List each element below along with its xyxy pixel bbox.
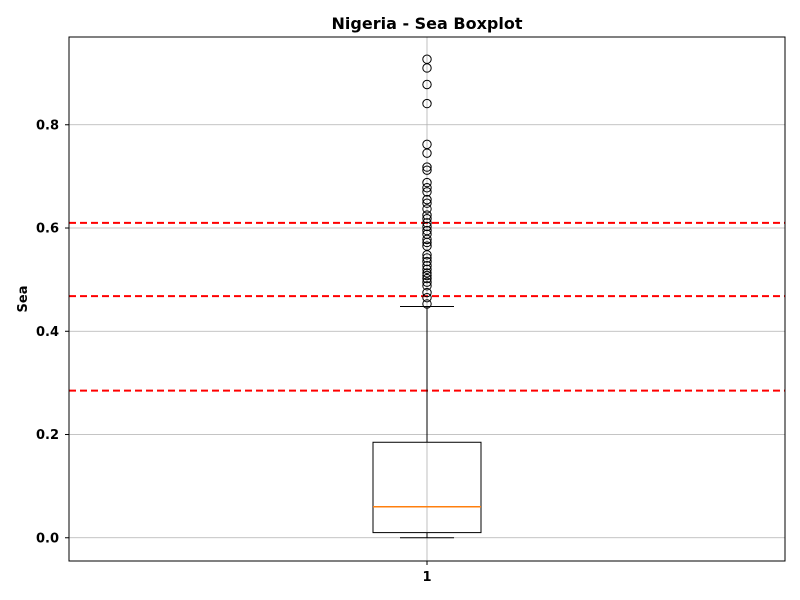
boxplot-layer: [372, 54, 482, 539]
ticks-layer: 0.0 0.2 0.4 0.6 0.8 1: [36, 118, 432, 585]
outlier-point: [422, 214, 432, 224]
outlier-point: [422, 162, 432, 172]
y-tick-label: 0.4: [36, 325, 59, 340]
outlier-point: [422, 261, 432, 271]
outlier-point: [422, 293, 432, 303]
outlier-point: [422, 79, 432, 90]
y-tick-label: 0.2: [36, 428, 59, 443]
y-axis-label: Sea: [16, 286, 31, 313]
outlier-point: [422, 256, 432, 267]
outlier-point: [422, 183, 432, 193]
outlier-point: [422, 225, 432, 236]
y-tick-label: 0.0: [36, 531, 59, 546]
outlier-point: [422, 221, 432, 232]
outlier-point: [422, 273, 432, 284]
outlier-point: [422, 268, 432, 278]
outlier-point: [422, 98, 432, 109]
chart-title: Nigeria - Sea Boxplot: [332, 14, 523, 33]
outlier-point: [422, 281, 432, 291]
y-tick-label: 0.6: [36, 222, 59, 237]
outlier-point: [422, 187, 432, 197]
outlier-point: [422, 287, 432, 298]
outlier-point: [422, 229, 432, 239]
outlier-point: [422, 299, 432, 309]
outlier-point: [422, 253, 432, 263]
outlier-point: [422, 177, 432, 188]
outlier-point: [422, 270, 432, 281]
outlier-point: [422, 277, 432, 287]
plot-frame: [68, 36, 786, 562]
outlier-point: [422, 204, 432, 214]
outlier-point: [422, 198, 432, 208]
outlier-point: [422, 241, 432, 251]
x-tick-label: 1: [422, 570, 431, 585]
iqr-box: [372, 441, 482, 534]
outlier-point: [422, 210, 432, 220]
outlier-point: [422, 139, 432, 150]
outlier-point: [422, 165, 432, 175]
y-tick-label: 0.8: [36, 118, 59, 133]
outlier-point: [422, 54, 432, 64]
outlier-point: [422, 194, 432, 205]
outlier-point: [422, 264, 432, 275]
outlier-point: [422, 218, 432, 228]
